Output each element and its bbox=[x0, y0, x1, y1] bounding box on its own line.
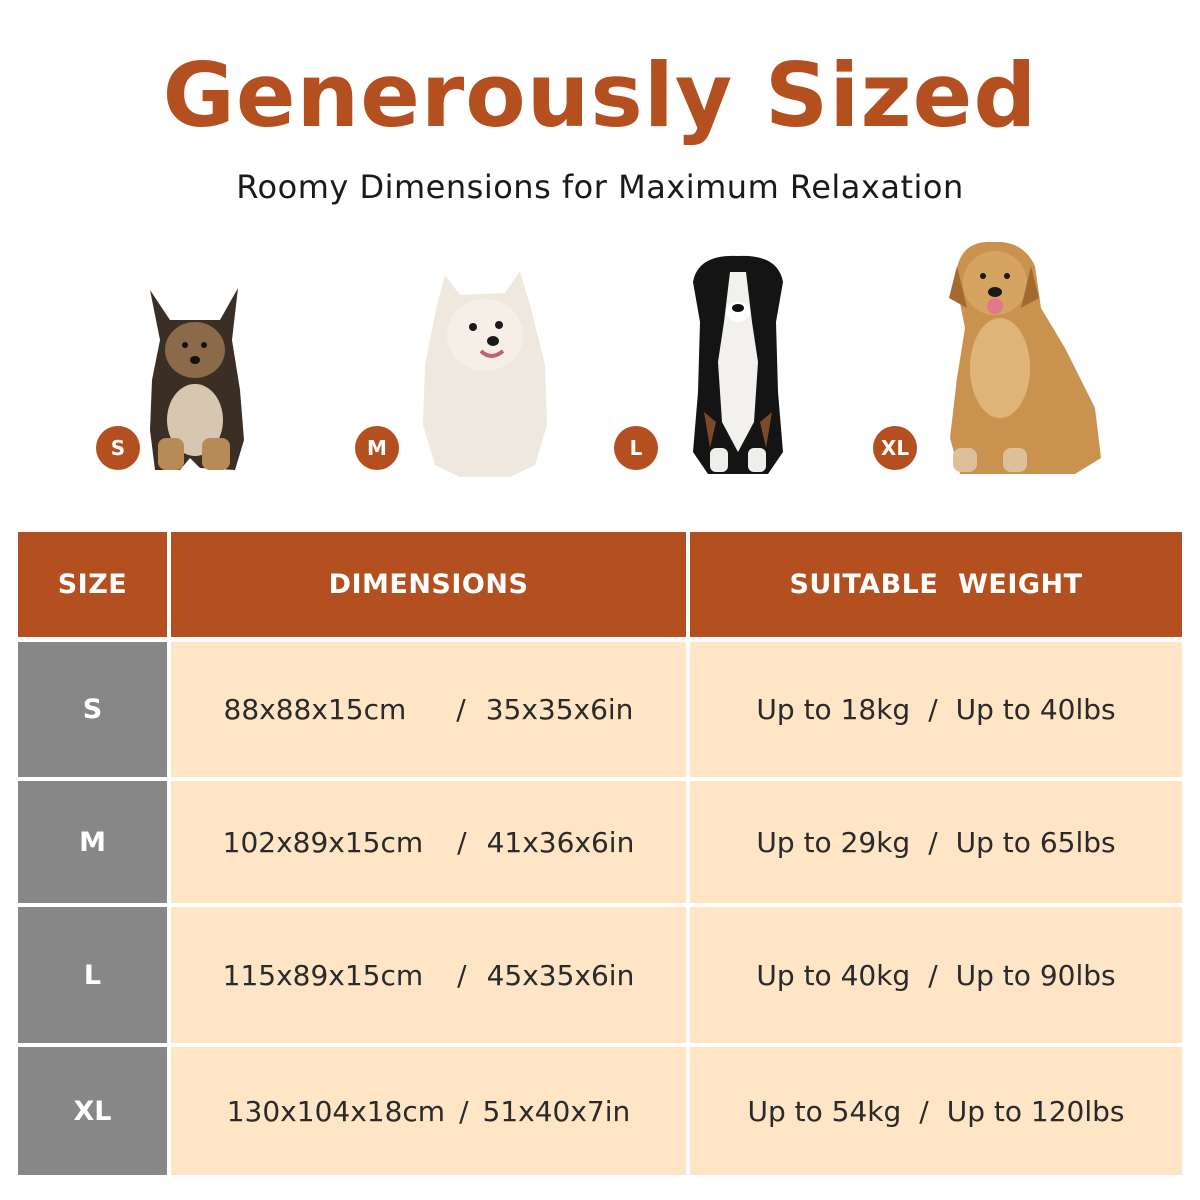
header-suitable-weight: SUITABLE WEIGHT bbox=[690, 532, 1182, 637]
separator: / bbox=[459, 1094, 469, 1128]
row-size-l: L bbox=[18, 907, 167, 1043]
bernese-dog-image bbox=[693, 255, 783, 474]
weight-lbs: Up to 120lbs bbox=[946, 1094, 1125, 1128]
dim-cm: 88x88x15cm bbox=[223, 693, 407, 726]
weight-lbs: Up to 40lbs bbox=[955, 693, 1116, 726]
size-chart-table: SIZE DIMENSIONS SUITABLE WEIGHT S 88x88x… bbox=[18, 532, 1182, 1175]
dim-in: 41x36x6in bbox=[486, 825, 635, 859]
row-dimensions-xl: 130x104x18cm / 51x40x7in bbox=[171, 1047, 686, 1175]
row-size-m: M bbox=[18, 781, 167, 903]
weight-kg: Up to 40kg bbox=[756, 958, 911, 992]
header-size: SIZE bbox=[18, 532, 167, 637]
row-dimensions-s: 88x88x15cm / 35x35x6in bbox=[171, 642, 686, 777]
size-badge-xl: XL bbox=[873, 426, 917, 470]
weight-lbs: Up to 90lbs bbox=[955, 958, 1116, 992]
page-title: Generously Sized bbox=[162, 44, 1038, 147]
separator: / bbox=[928, 693, 938, 726]
separator: / bbox=[457, 825, 467, 859]
weight-kg: Up to 18kg bbox=[756, 693, 911, 726]
size-badge-m: M bbox=[355, 426, 399, 470]
separator: / bbox=[928, 825, 938, 859]
dim-in: 45x35x6in bbox=[486, 958, 635, 992]
separator: / bbox=[928, 958, 938, 992]
dim-cm: 115x89x15cm bbox=[222, 958, 424, 992]
pomeranian-dog-image bbox=[423, 271, 547, 477]
separator: / bbox=[919, 1094, 929, 1128]
header-dimensions: DIMENSIONS bbox=[171, 532, 686, 637]
dim-cm: 130x104x18cm bbox=[226, 1094, 446, 1128]
dim-in: 51x40x7in bbox=[482, 1094, 631, 1128]
size-badge-l: L bbox=[614, 426, 658, 470]
golden-retriever-dog-image bbox=[949, 241, 1101, 474]
header-suitable-weight-label: SUITABLE WEIGHT bbox=[789, 569, 1083, 600]
dog-size-illustrations: S M L XL bbox=[0, 230, 1200, 490]
separator: / bbox=[456, 693, 466, 726]
weight-lbs: Up to 65lbs bbox=[955, 825, 1116, 859]
row-size-xl: XL bbox=[18, 1047, 167, 1175]
size-badge-s: S bbox=[96, 426, 140, 470]
yorkie-dog-image bbox=[150, 288, 244, 470]
row-dimensions-l: 115x89x15cm / 45x35x6in bbox=[171, 907, 686, 1043]
page-subtitle: Roomy Dimensions for Maximum Relaxation bbox=[236, 168, 964, 206]
weight-kg: Up to 54kg bbox=[747, 1094, 902, 1128]
dim-cm: 102x89x15cm bbox=[222, 825, 424, 859]
row-size-s: S bbox=[18, 642, 167, 777]
weight-kg: Up to 29kg bbox=[756, 825, 911, 859]
dim-in: 35x35x6in bbox=[485, 693, 634, 726]
row-weight-l: Up to 40kg / Up to 90lbs bbox=[690, 907, 1182, 1043]
separator: / bbox=[457, 958, 467, 992]
row-weight-s: Up to 18kg / Up to 40lbs bbox=[690, 642, 1182, 777]
row-weight-m: Up to 29kg / Up to 65lbs bbox=[690, 781, 1182, 903]
row-dimensions-m: 102x89x15cm / 41x36x6in bbox=[171, 781, 686, 903]
row-weight-xl: Up to 54kg / Up to 120lbs bbox=[690, 1047, 1182, 1175]
